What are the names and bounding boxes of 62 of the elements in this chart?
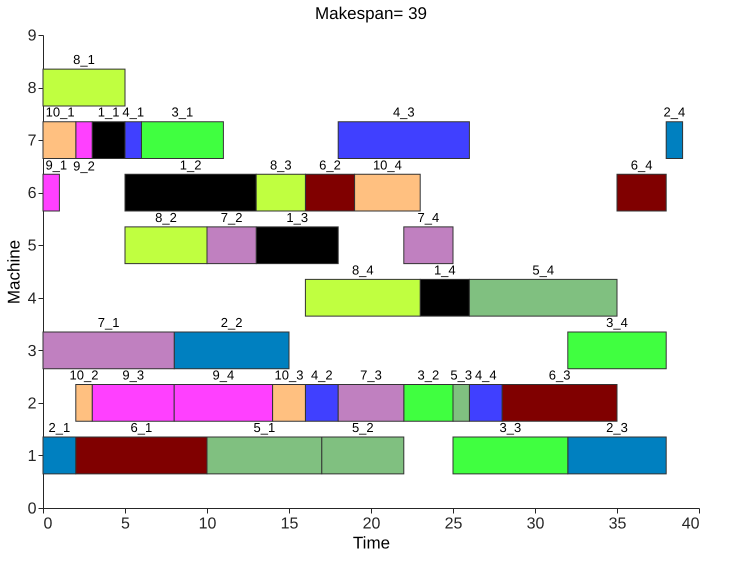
annotation: 5_2 [352,420,374,436]
annotation: 1_1 [98,104,120,120]
x-tick-label: 20 [362,516,380,532]
x-tick-label: 25 [444,516,462,532]
annotation: 7_4 [418,210,440,225]
x-tick-label: 30 [526,516,544,532]
annotation: 5_4 [532,262,554,278]
annotation: 7_1 [98,314,120,330]
y-tick-label: 7 [28,132,37,150]
y-tick-label: 6 [28,185,37,202]
annotation: 3_3 [500,420,522,436]
y-tick-label: 2 [28,395,37,412]
y-tick-label: 8 [28,80,37,98]
annotation: 8_4 [352,262,374,278]
annotation: 7_3 [360,367,382,382]
annotation: 2_4 [664,104,686,120]
x-tick-label: 40 [682,516,700,532]
x-axis-title: Time [352,534,390,552]
y-tick-label: 5 [28,238,37,255]
annotation: 1_2 [180,157,202,172]
annotation: 1_3 [286,210,308,225]
annotation: 6_1 [130,420,152,436]
x-tick-label: 10 [198,516,216,532]
annotation: 4_1 [122,104,144,120]
annotation: 4_3 [392,104,415,120]
annotation: 3_4 [606,314,628,330]
annotation: 8_2 [155,210,177,225]
y-tick-label: 3 [28,342,37,360]
annotation: 2_1 [48,420,70,436]
annotation: 9_3 [122,367,144,382]
annotation: 10_4 [372,157,402,172]
annotation: 8_1 [73,52,95,68]
annotation: 8_3 [270,157,292,172]
chart-title: Makespan= 39 [315,4,427,23]
annotation: 4_2 [310,367,333,382]
annotation: 5_1 [254,420,276,436]
annotation: 6_3 [548,367,570,382]
annotation: 9_2 [73,158,95,174]
annotation: 2_3 [606,420,628,436]
annotation: 3_2 [418,367,440,382]
y-tick-label: 1 [28,448,37,465]
y-tick-label: 4 [28,290,37,308]
annotation: 6_2 [319,157,341,172]
x-tick-label: 0 [44,516,52,532]
annotation: 10_1 [46,104,75,120]
annotation: 4_4 [474,367,497,382]
y-tick-label: 0 [28,500,37,518]
annotation: 3_1 [172,104,194,120]
y-tick-label: 9 [28,28,37,44]
annotation: 5_3 [450,367,472,382]
annotation: 10_2 [70,367,98,382]
x-tick-label: 15 [280,516,298,532]
annotation: 10_3 [274,367,304,382]
y-axis-title: Machine [4,240,24,304]
annotation: 1_4 [434,262,456,278]
x-tick-label: 35 [608,516,626,532]
x-tick-label: 5 [121,516,130,532]
annotation: 2_2 [220,314,242,330]
annotation: 9_1 [45,157,68,172]
annotation: 9_4 [212,367,234,382]
annotation: 7_2 [220,210,242,225]
annotation: 6_4 [630,157,652,172]
